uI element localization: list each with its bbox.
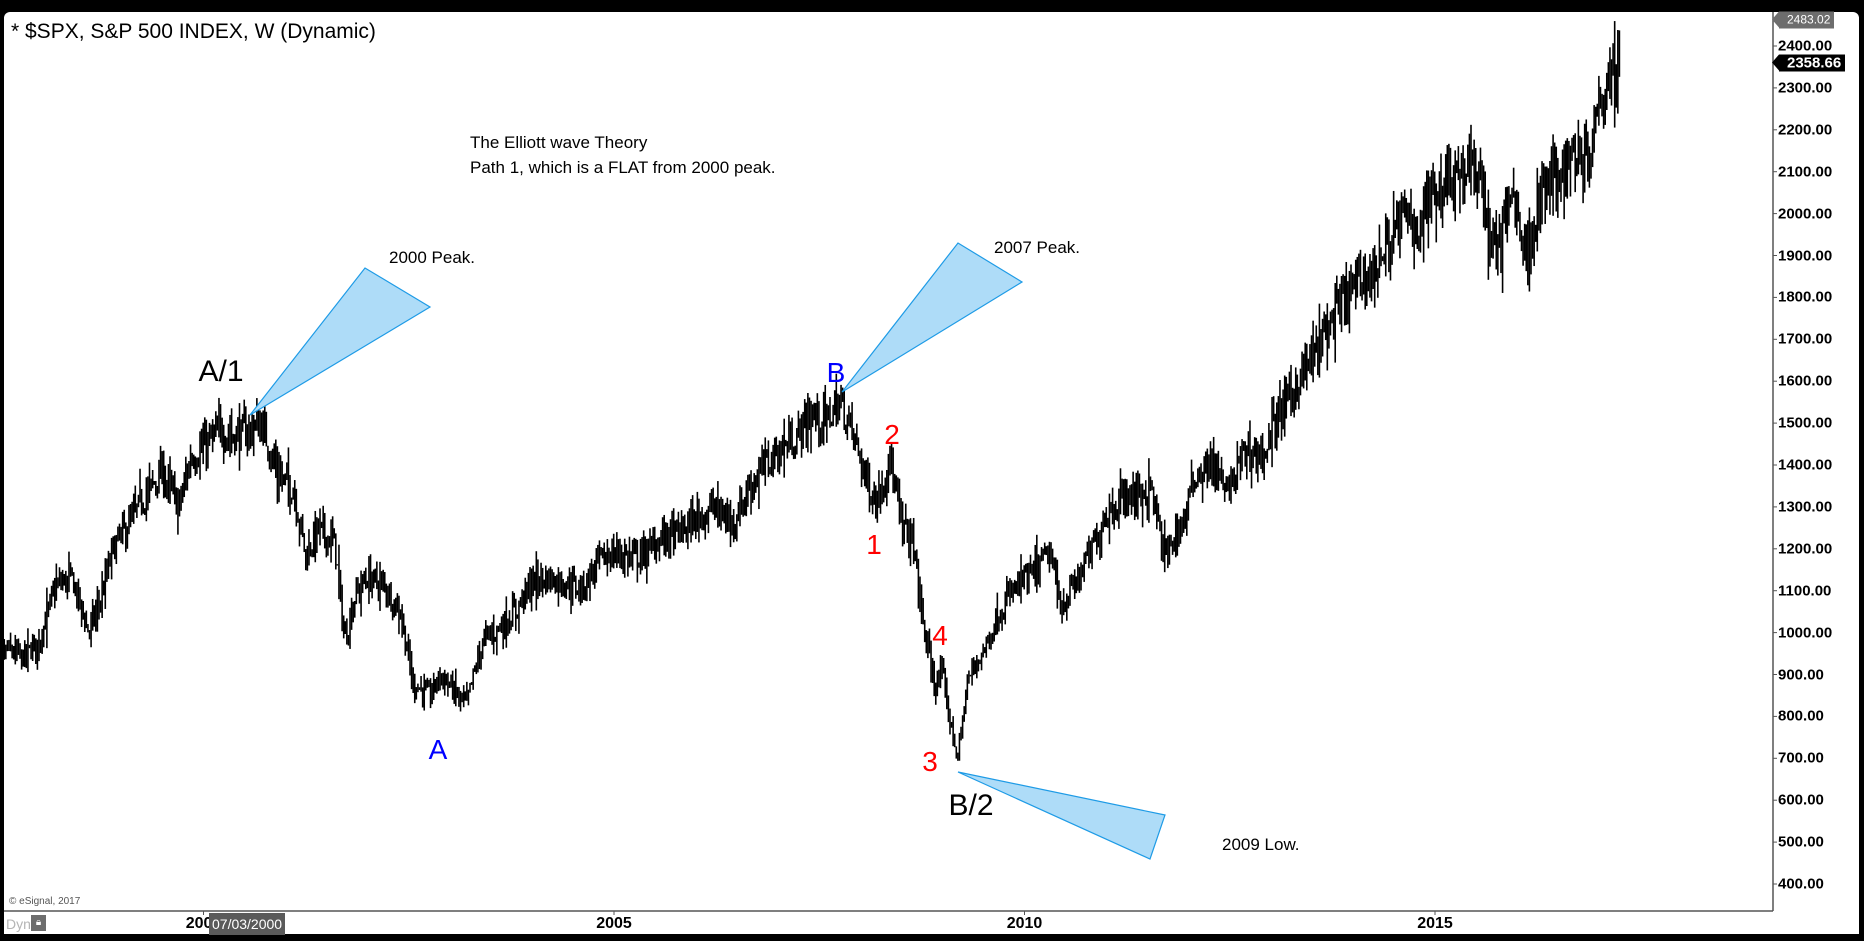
price-tick-label: 1600.00	[1778, 372, 1833, 390]
price-tick-label: 1900.00	[1778, 247, 1833, 264]
wave-label-a: A	[428, 734, 448, 765]
price-axis-max-tag: 2483.02	[1771, 11, 1835, 29]
label-2000-peak: 2000 Peak.	[389, 248, 476, 267]
padlock-icon[interactable]: 🔒︎	[31, 915, 46, 931]
label-2009-low: 2009 Low.	[1222, 835, 1300, 854]
chart-title: * $SPX, S&P 500 INDEX, W (Dynamic)	[11, 20, 376, 43]
wave-label-b: B	[826, 357, 846, 388]
annotation-heading-line2: Path 1, which is a FLAT from 2000 peak.	[470, 158, 776, 177]
wave-label-3: 3	[922, 746, 938, 777]
price-tick-label: 800.00	[1778, 707, 1824, 725]
price-tick-label: 1800.00	[1778, 288, 1833, 306]
price-tick-label: 2100.00	[1778, 163, 1833, 181]
wave-label-a1: A/1	[198, 355, 244, 388]
price-bars	[0, 21, 1621, 761]
price-tick-label: 1400.00	[1778, 456, 1833, 474]
price-tick-label: 900.00	[1778, 666, 1824, 683]
time-tick-marks	[203, 911, 1436, 915]
price-tick-marks	[1773, 45, 1777, 885]
year-tick-label: 2010	[1006, 915, 1043, 932]
year-tick-label: 2015	[1417, 915, 1453, 932]
price-tick-label: 2400.00	[1778, 37, 1833, 55]
price-tick-label: 1200.00	[1778, 540, 1833, 558]
callout-2007-peak[interactable]	[841, 242, 1024, 393]
annotation-heading: The Elliott wave Theory Path 1, which is…	[470, 130, 776, 180]
price-tick-label: 1500.00	[1778, 414, 1833, 432]
annotation-heading-line1: The Elliott wave Theory	[470, 133, 648, 152]
wave-label-1: 1	[866, 529, 882, 560]
price-tick-label: 500.00	[1778, 833, 1824, 851]
year-tick-label: 2005	[596, 915, 632, 932]
price-tick-label: 1300.00	[1778, 498, 1833, 516]
callout-2000-peak[interactable]	[249, 267, 432, 416]
cursor-date-tag: 07/03/2000	[209, 913, 286, 935]
copyright-text: © eSignal, 2017	[9, 896, 81, 907]
callout-2009-low[interactable]	[957, 771, 1166, 860]
price-tick-label: 2300.00	[1778, 79, 1833, 97]
wave-label-2: 2	[884, 419, 900, 450]
price-tick-label: 600.00	[1778, 791, 1824, 809]
wave-label-b2: B/2	[948, 789, 994, 822]
dyn-toggle[interactable]: Dyn	[6, 916, 31, 932]
price-tick-label: 2000.00	[1778, 205, 1833, 223]
price-tick-label: 400.00	[1778, 875, 1824, 893]
price-tick-label: 700.00	[1778, 749, 1824, 767]
wave-label-4: 4	[932, 620, 948, 651]
price-tick-label: 1100.00	[1778, 582, 1832, 600]
price-tick-label: 1000.00	[1778, 624, 1833, 642]
price-tick-label: 1700.00	[1778, 330, 1833, 348]
price-tick-label: 2200.00	[1778, 121, 1833, 139]
label-2007-peak: 2007 Peak.	[994, 238, 1081, 257]
last-price-tag: 2358.66	[1771, 54, 1846, 72]
